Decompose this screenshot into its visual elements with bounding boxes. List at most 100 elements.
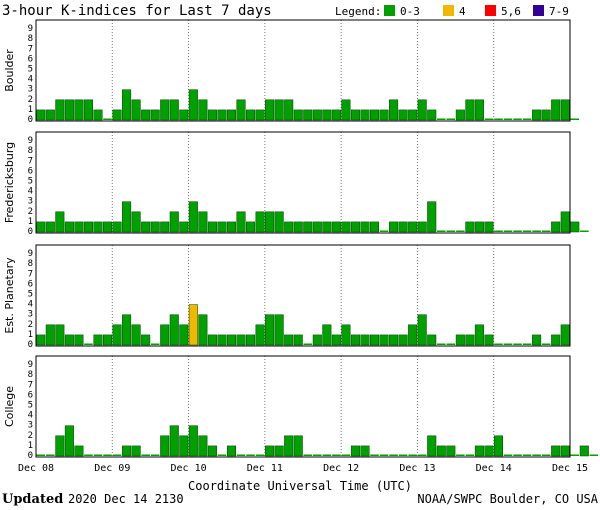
k-index-bar [274, 99, 284, 121]
k-index-bar [207, 445, 217, 457]
legend: Legend: 0-3 4 5,6 7-9 [335, 5, 569, 18]
legend-label: Legend: [335, 5, 381, 18]
panel-frame [35, 244, 571, 347]
k-index-bar [455, 334, 465, 346]
k-index-bar [408, 109, 418, 121]
k-index-bar [36, 454, 46, 456]
k-index-bar [437, 230, 446, 232]
legend-swatch [384, 5, 395, 16]
k-index-bar [112, 109, 122, 121]
k-index-bar [532, 230, 541, 232]
k-index-bar [503, 454, 513, 456]
k-index-bar [331, 221, 341, 233]
k-index-bar [436, 445, 446, 457]
k-index-bar [150, 454, 160, 456]
k-index-bar [522, 454, 532, 456]
k-index-bar [379, 230, 389, 232]
k-index-bar [74, 334, 84, 346]
y-tick-label: 1 [28, 441, 33, 451]
k-index-bar [207, 109, 217, 121]
k-index-bar [408, 221, 418, 233]
k-index-bar [150, 343, 160, 345]
k-index-bar [236, 334, 246, 346]
k-index-bar [427, 435, 437, 457]
k-index-bar [122, 314, 132, 346]
k-index-bar [274, 314, 284, 346]
footer-updated-time: 2020 Dec 14 2130 [68, 492, 184, 506]
k-index-bar [64, 334, 74, 346]
k-index-bar [332, 454, 341, 456]
k-index-bar [551, 445, 561, 457]
k-index-bar [93, 454, 103, 456]
k-index-bar [265, 314, 275, 346]
k-index-bar [131, 324, 141, 346]
panel-label: Boulder [3, 49, 16, 92]
k-index-bar [465, 221, 475, 233]
k-index-bar [503, 343, 513, 345]
y-tick-label: 0 [28, 451, 33, 461]
k-index-bar [93, 221, 103, 233]
legend-item-label: 7-9 [549, 5, 569, 18]
k-index-bar [465, 334, 475, 346]
k-index-bar [141, 221, 151, 233]
k-index-bar [207, 334, 217, 346]
k-index-bar [179, 435, 189, 457]
k-index-bar [303, 343, 313, 345]
k-index-bar [350, 445, 360, 457]
k-index-bar [570, 221, 580, 233]
k-index-bar [350, 334, 360, 346]
k-index-bar [226, 445, 236, 457]
k-index-bar [217, 334, 227, 346]
y-tick-label: 6 [28, 54, 33, 64]
y-tick-label: 9 [28, 360, 33, 370]
k-index-bar [265, 445, 275, 457]
x-tick-label: Dec 13 [399, 463, 435, 474]
k-index-bar [322, 221, 332, 233]
k-index-bar [522, 118, 532, 120]
k-index-bar [226, 221, 236, 233]
k-index-bar [589, 454, 599, 456]
k-index-bar [179, 109, 189, 121]
k-index-bar [379, 454, 389, 456]
k-index-bar [64, 99, 74, 121]
k-index-bar [303, 221, 313, 233]
k-index-bar [322, 109, 332, 121]
k-index-bar [398, 221, 408, 233]
y-tick-label: 5 [28, 177, 33, 187]
footer-updated-label: Updated [2, 492, 63, 507]
panels: 0123456789Boulder0123456789Fredericksbur… [3, 19, 599, 461]
k-index-bar [389, 99, 399, 121]
k-index-bar [103, 221, 113, 233]
k-index-bar [465, 99, 475, 121]
k-index-bar [131, 445, 141, 457]
k-index-bar [417, 314, 427, 346]
panel-frame [35, 19, 571, 122]
k-index-bar [408, 324, 418, 346]
k-index-bar [560, 99, 570, 121]
k-index-bar [303, 109, 313, 121]
y-tick-label: 9 [28, 24, 33, 34]
y-tick-label: 7 [28, 269, 33, 279]
k-index-bar [36, 109, 46, 121]
y-tick-label: 6 [28, 166, 33, 176]
k-index-bar [389, 334, 399, 346]
y-tick-label: 2 [28, 207, 33, 217]
k-index-bar [456, 230, 465, 232]
k-index-bar [322, 454, 332, 456]
k-index-bar [408, 454, 417, 456]
k-index-bar [103, 118, 112, 120]
k-index-bar [370, 334, 380, 346]
k-index-bar [226, 109, 236, 121]
legend-item-label: 0-3 [400, 5, 420, 18]
legend-item-label: 4 [459, 5, 466, 18]
k-index-bar [541, 454, 551, 456]
y-tick-label: 2 [28, 431, 33, 441]
k-index-bar [522, 230, 532, 232]
panel-label: Fredericksburg [3, 142, 16, 223]
k-index-bar [150, 109, 160, 121]
k-index-bar [188, 304, 198, 346]
k-index-bar [551, 99, 561, 121]
k-index-bar [284, 221, 294, 233]
